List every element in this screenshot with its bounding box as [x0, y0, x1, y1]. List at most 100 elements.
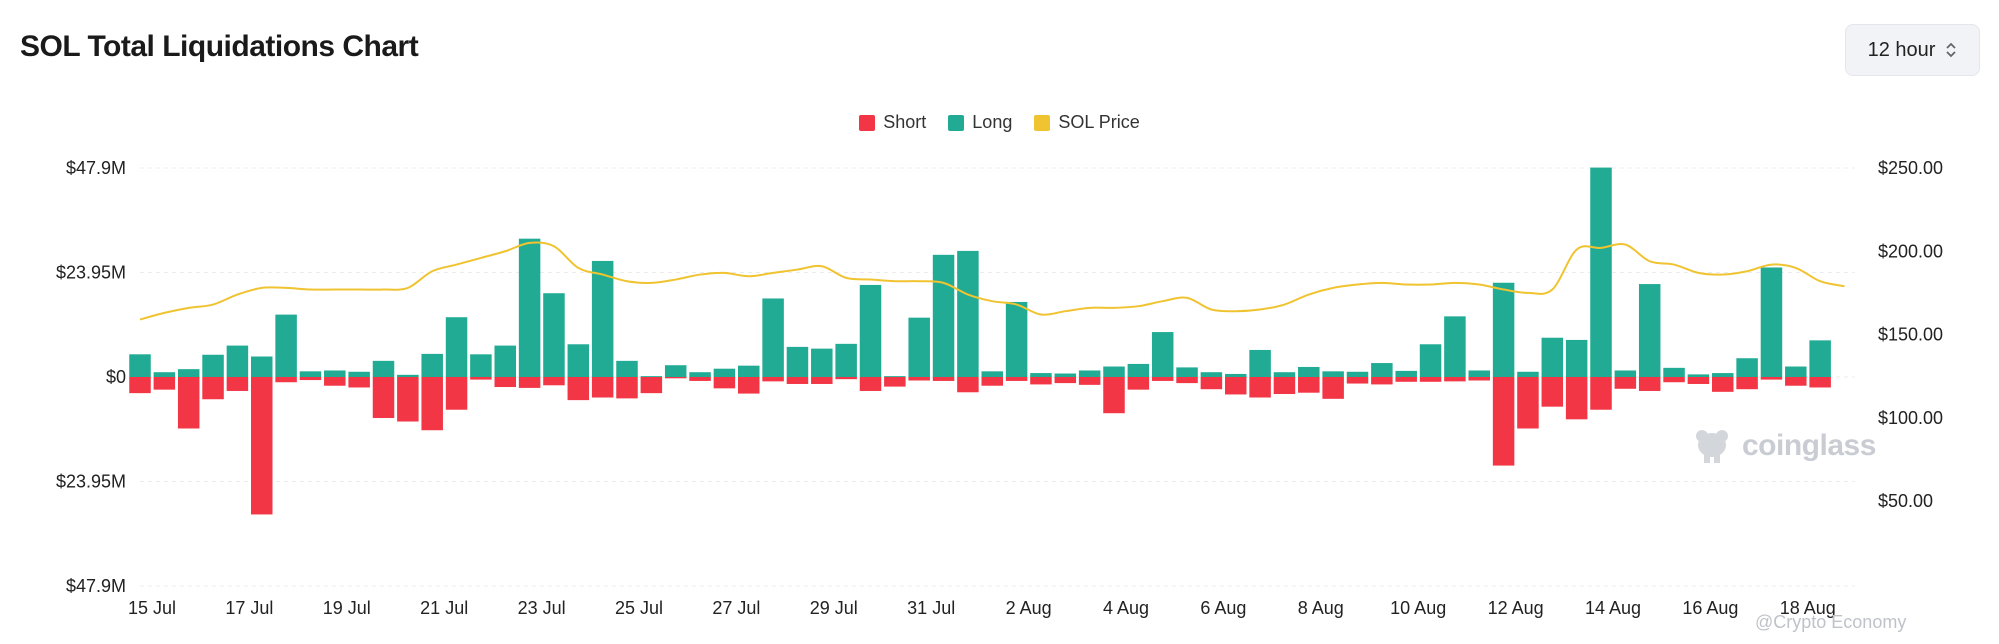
legend-item-short[interactable]: Short — [859, 112, 926, 133]
short-bar — [1541, 377, 1564, 407]
x-axis: 15 Jul 17 Jul 19 Jul 21 Jul 23 Jul 25 Jul 27 J… — [128, 598, 1836, 618]
x-tick-label: 18 Aug — [1780, 598, 1836, 618]
long-bar — [1614, 370, 1637, 377]
short-bar — [1565, 377, 1588, 420]
legend-item-long[interactable]: Long — [948, 112, 1012, 133]
long-bar — [1419, 344, 1442, 377]
x-tick-label: 2 Aug — [1006, 598, 1052, 618]
long-bar — [153, 372, 176, 377]
legend-label-long: Long — [972, 112, 1013, 132]
long-bar — [372, 360, 395, 377]
short-bar — [835, 377, 857, 380]
short-bar — [1225, 377, 1247, 395]
long-bar — [494, 345, 516, 377]
x-tick-label: 12 Aug — [1488, 598, 1544, 618]
short-bar — [1103, 377, 1125, 414]
short-bar — [1809, 377, 1831, 388]
long-bar — [1712, 373, 1734, 377]
long-bar — [1225, 373, 1247, 377]
short-bar — [445, 377, 468, 410]
short-bar — [884, 377, 906, 387]
short-bar — [1176, 377, 1198, 384]
short-bar — [518, 377, 541, 388]
short-bar — [372, 377, 395, 419]
y-right-tick-label: $200.00 — [1878, 241, 1943, 261]
long-bar — [811, 348, 833, 377]
y-left-tick-label: $23.95M — [56, 263, 126, 283]
legend-swatch-long — [948, 114, 965, 131]
long-bar — [957, 250, 979, 377]
short-bar — [1200, 377, 1223, 390]
long-bar — [1176, 367, 1198, 377]
long-bar — [1565, 339, 1588, 377]
long-bar — [299, 371, 322, 377]
long-bar — [275, 314, 297, 377]
long-bar — [226, 345, 249, 377]
short-bar — [1030, 377, 1052, 385]
legend-swatch-short — [859, 114, 876, 131]
long-bar — [1127, 363, 1150, 377]
long-bar — [1517, 371, 1539, 377]
long-bar — [567, 344, 590, 377]
sol-price-line — [139, 241, 1845, 321]
short-bar — [1638, 377, 1661, 391]
short-bar — [1078, 377, 1101, 385]
x-tick-label: 4 Aug — [1103, 598, 1149, 618]
y-left-tick-label: $47.9M — [66, 158, 126, 178]
long-bar — [543, 293, 565, 377]
chart-legend: Short Long SOL Price — [0, 112, 1999, 133]
legend-label-short: Short — [883, 112, 927, 132]
y-left-tick-label: $23.95M — [56, 472, 126, 492]
long-bar — [1687, 374, 1710, 377]
credit-text: @Crypto Economy — [1755, 612, 1907, 632]
short-bar — [1151, 377, 1174, 381]
long-bar — [324, 370, 346, 377]
short-bar — [153, 377, 176, 390]
x-tick-label: 25 Jul — [615, 598, 663, 618]
short-bar — [1346, 377, 1369, 384]
long-bar — [591, 260, 614, 377]
short-bar — [1005, 377, 1028, 381]
long-bar — [786, 346, 809, 377]
y-right-tick-label: $150.00 — [1878, 325, 1943, 345]
long-bar — [932, 254, 955, 377]
x-tick-label: 23 Jul — [518, 598, 566, 618]
short-bar — [543, 377, 565, 386]
long-bar — [835, 343, 857, 377]
short-bar — [932, 377, 955, 381]
chevron-updown-icon — [1945, 41, 1957, 59]
short-bar — [591, 377, 614, 398]
x-tick-label: 15 Jul — [128, 598, 176, 618]
short-bar — [129, 377, 151, 394]
short-bar — [1590, 377, 1612, 410]
legend-swatch-price — [1034, 114, 1051, 131]
long-bar — [445, 317, 468, 377]
short-bar — [811, 377, 833, 384]
short-bar — [1614, 377, 1637, 389]
interval-select[interactable]: 12 hour — [1845, 24, 1980, 76]
short-bar — [1687, 377, 1710, 384]
long-bar — [518, 238, 541, 377]
short-bar — [470, 377, 492, 380]
short-bar — [1517, 377, 1539, 429]
long-bar — [859, 284, 882, 377]
short-bar — [299, 377, 322, 381]
long-bar — [1663, 367, 1685, 377]
long-bar — [713, 368, 736, 377]
short-bar — [1127, 377, 1150, 390]
long-bar — [616, 360, 638, 377]
x-tick-label: 6 Aug — [1200, 598, 1246, 618]
long-bar — [1054, 373, 1077, 377]
short-bar — [1760, 377, 1783, 380]
long-bar — [1736, 358, 1758, 377]
long-bar — [1005, 301, 1028, 377]
short-bar — [1371, 377, 1393, 385]
short-bar — [1273, 377, 1296, 395]
y-axis-right: $250.00 $200.00 $150.00 $100.00 $50.00 — [1878, 158, 1943, 511]
legend-item-price[interactable]: SOL Price — [1034, 112, 1140, 133]
long-bar — [1151, 332, 1174, 377]
x-tick-label: 21 Jul — [420, 598, 468, 618]
short-bar — [1298, 377, 1320, 393]
interval-select-value: 12 hour — [1867, 38, 1936, 61]
short-bar — [251, 377, 273, 515]
